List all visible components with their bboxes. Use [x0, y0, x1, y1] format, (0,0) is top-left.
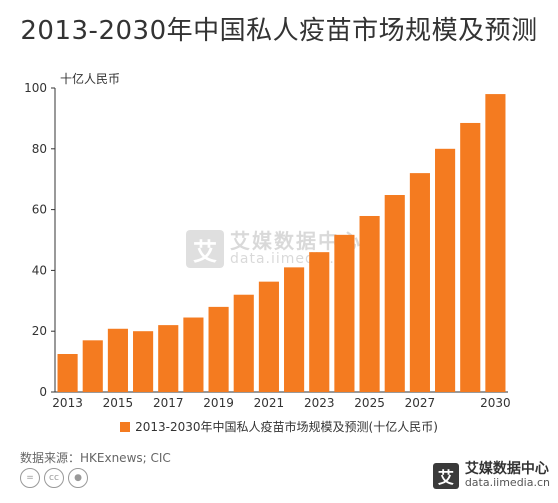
bar-2027 — [409, 173, 430, 392]
chart-title: 2013-2030年中国私人疫苗市场规模及预测 — [20, 16, 538, 46]
x-tick-label: 2017 — [153, 396, 184, 410]
y-axis-unit-label: 十亿人民币 — [60, 72, 121, 86]
legend-swatch — [120, 421, 131, 432]
y-tick-label: 20 — [32, 324, 47, 338]
y-tick-label: 80 — [32, 142, 47, 156]
license-icons: = cc ● — [20, 468, 88, 488]
y-tick-label: 40 — [32, 263, 47, 277]
legend: 2013-2030年中国私人疫苗市场规模及预测(十亿人民币) — [0, 418, 558, 435]
brand-url: data.iimedia.cn — [464, 476, 550, 490]
x-tick-label: 2019 — [203, 396, 234, 410]
brand-logo-icon: 艾 — [432, 462, 459, 489]
bar-2023 — [309, 252, 330, 392]
source-note: 数据来源：HKExnews; CIC — [20, 451, 171, 465]
bar-2030 — [485, 94, 506, 392]
x-tick-label: 2021 — [254, 396, 285, 410]
bar-2029 — [460, 122, 481, 393]
bar-2022 — [284, 267, 305, 392]
bar-2026 — [384, 195, 405, 392]
bar-2017 — [158, 325, 179, 392]
bar-2025 — [359, 215, 380, 392]
bar-2021 — [258, 281, 279, 392]
x-tick-label: 2015 — [103, 396, 134, 410]
bar-2013 — [57, 354, 78, 392]
bar-2018 — [183, 317, 204, 392]
x-tick-label: 2027 — [405, 396, 436, 410]
equal-icon: = — [20, 468, 40, 488]
y-tick-label: 0 — [39, 385, 47, 399]
brand-name: 艾媒数据中心 — [464, 461, 549, 477]
x-tick-label: 2025 — [354, 396, 385, 410]
bar-2019 — [208, 306, 229, 392]
x-tick-label: 2023 — [304, 396, 335, 410]
creative-commons-icon: cc — [44, 468, 64, 488]
bar-2016 — [133, 331, 154, 392]
legend-label: 2013-2030年中国私人疫苗市场规模及预测(十亿人民币) — [135, 420, 438, 434]
watermark-logo-icon: 艾 — [186, 230, 224, 268]
brand: 艾 艾媒数据中心 data.iimedia.cn — [432, 461, 550, 490]
bar-2014 — [82, 340, 103, 392]
person-icon: ● — [68, 468, 88, 488]
watermark-name: 艾媒数据中心 — [230, 229, 362, 254]
bar-2015 — [107, 328, 128, 392]
bar-2028 — [435, 148, 456, 392]
x-tick-label: 2030 — [480, 396, 511, 410]
bar-2024 — [334, 234, 355, 392]
x-tick-label: 2013 — [52, 396, 83, 410]
y-tick-label: 100 — [24, 81, 47, 95]
bar-2020 — [233, 294, 254, 392]
y-tick-label: 60 — [32, 203, 47, 217]
